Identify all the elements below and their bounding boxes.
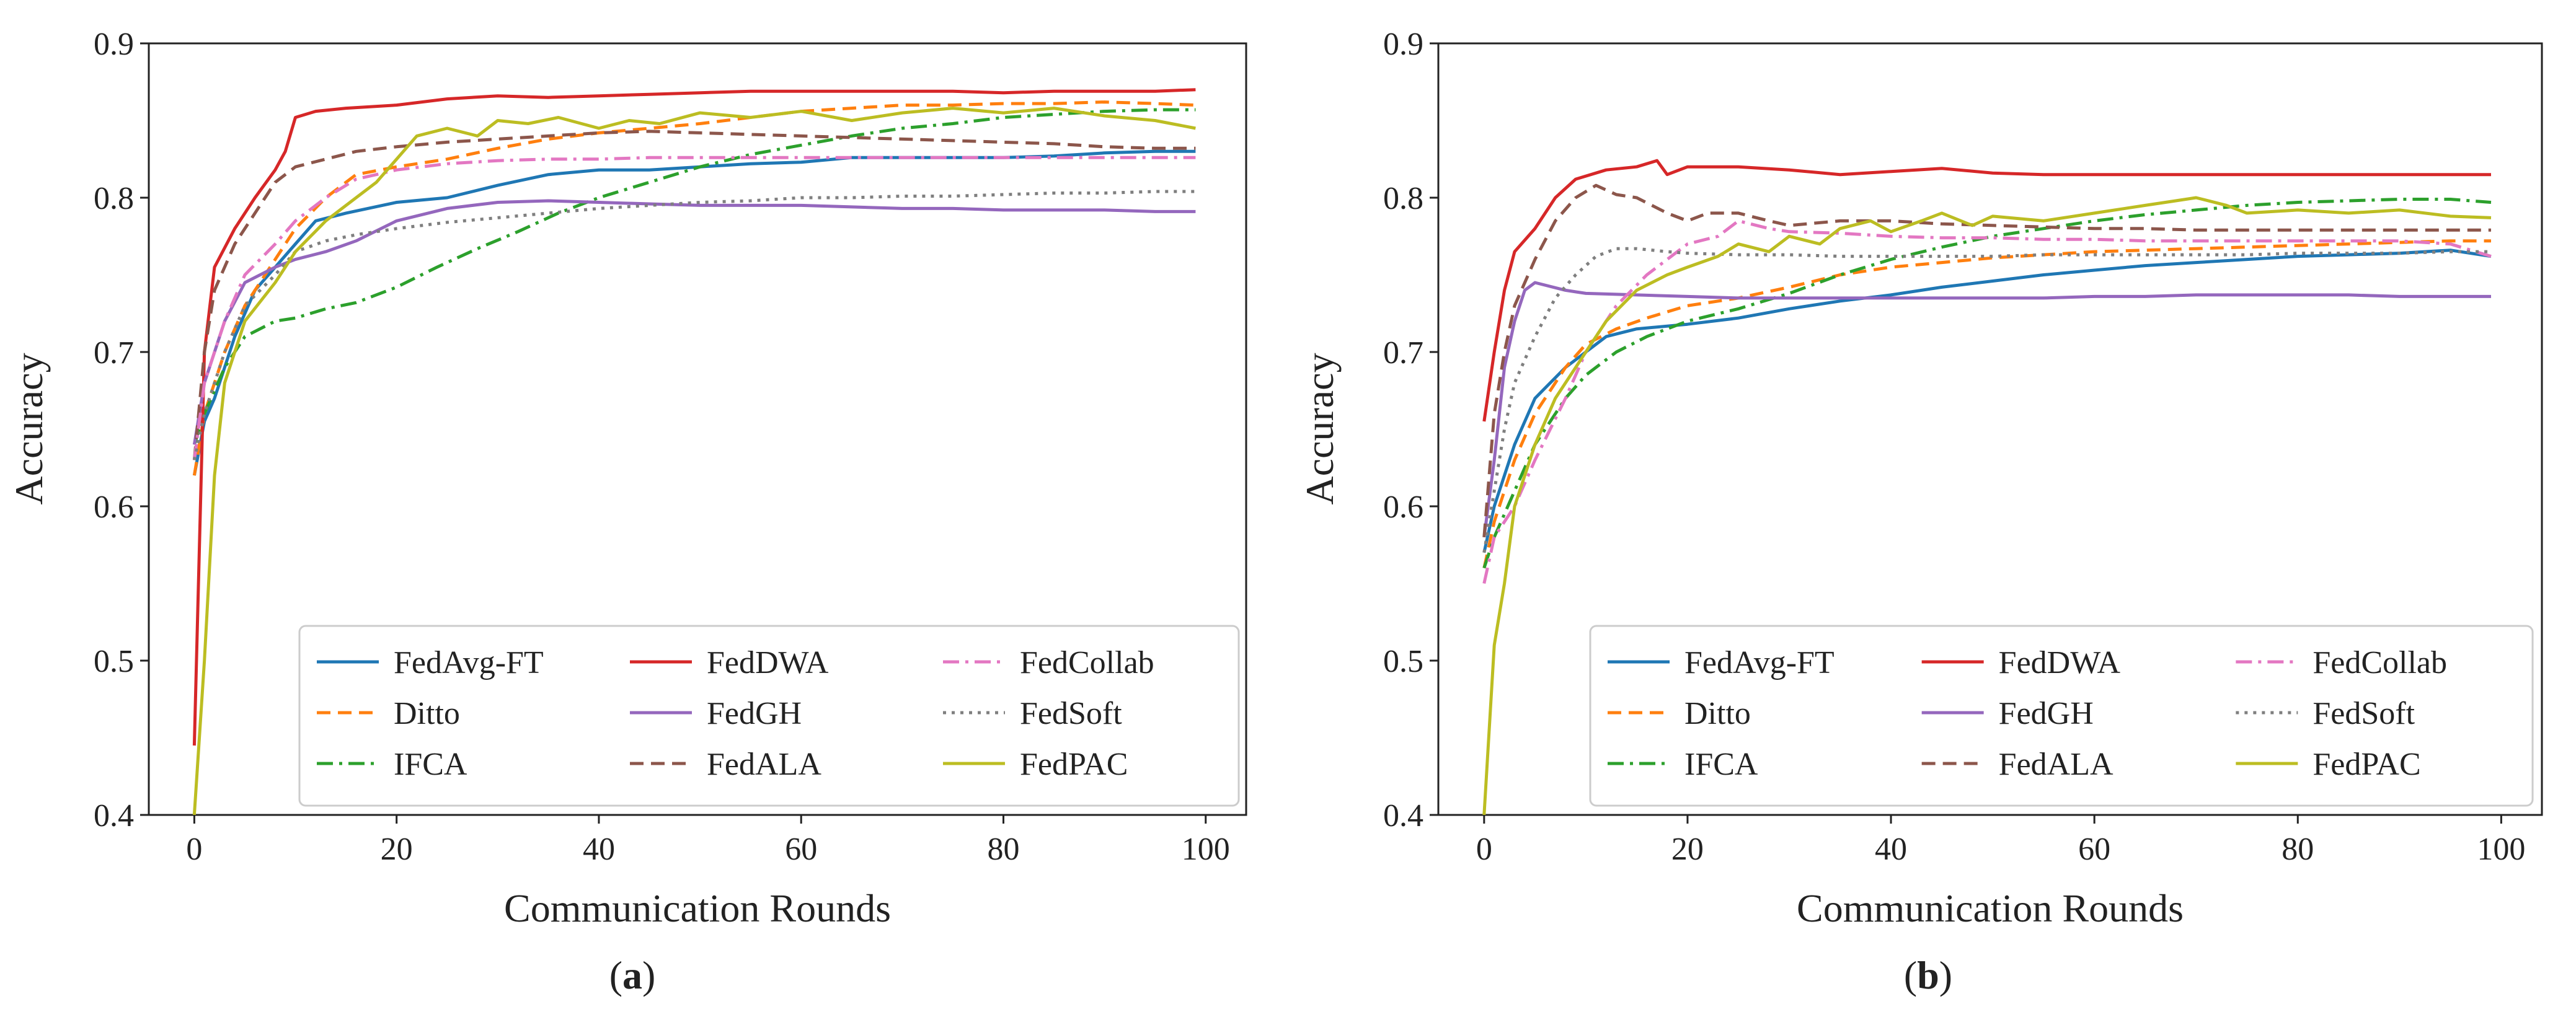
series-line-fedcollab — [1482, 219, 2492, 584]
series-line-fedgh — [192, 199, 1196, 445]
panel-label-a-open: ( — [609, 953, 622, 997]
legend-label: FedALA — [1999, 747, 2113, 782]
x-axis-label-a: Communication Rounds — [504, 886, 891, 930]
legend-frame — [1589, 625, 2534, 807]
legend-label: FedCollab — [2313, 645, 2447, 680]
series-line-feddwa — [192, 88, 1196, 746]
series-line-fedpac — [192, 107, 1196, 815]
panel-label-b-letter: b — [1917, 953, 1939, 997]
series-line-fedala — [1482, 183, 2491, 538]
y-tick-label: 0.7 — [1383, 335, 1423, 371]
x-tick-label: 20 — [381, 832, 413, 867]
series-line-ifca — [1482, 198, 2492, 569]
legend-label: FedSoft — [1020, 696, 1122, 731]
series-line-fedsoft — [1482, 247, 2491, 553]
panel-label-a: (a) — [609, 953, 656, 997]
y-tick-label: 0.4 — [94, 798, 134, 834]
y-tick-label: 0.7 — [94, 335, 134, 371]
x-axis-b: 0 20 40 60 80 100 — [1476, 815, 2525, 867]
x-tick-label: 40 — [1875, 832, 1907, 867]
x-tick-label: 0 — [1476, 832, 1492, 867]
x-tick-label: 20 — [1671, 832, 1704, 867]
legend-label: FedAvg-FT — [394, 645, 544, 680]
y-tick-label: 0.6 — [1383, 490, 1423, 525]
x-tick-label: 80 — [2282, 832, 2314, 867]
x-tick-label: 80 — [987, 832, 1019, 867]
legend-label: FedSoft — [2313, 696, 2415, 731]
legend-label: FedDWA — [1999, 645, 2121, 680]
series-line-feddwa — [1482, 159, 2491, 422]
legend-label: FedPAC — [2313, 747, 2420, 782]
legend-label: FedDWA — [707, 645, 829, 680]
series-line-fedpac — [1482, 196, 2492, 815]
x-tick-label: 100 — [2477, 832, 2525, 867]
y-tick-label: 0.5 — [1383, 644, 1423, 679]
x-axis-a: 0 20 40 60 80 100 — [186, 815, 1230, 867]
x-tick-label: 60 — [785, 832, 817, 867]
chart-panel-b: 0.4 0.5 0.6 0.7 0.8 0.9 0 20 40 60 80 100 Accuracy… — [1298, 27, 2543, 997]
panel-label-a-letter: a — [622, 953, 642, 997]
legend-label: Ditto — [1684, 696, 1751, 731]
series-lines-b — [1482, 159, 2492, 815]
x-axis-label-b: Communication Rounds — [1797, 886, 2184, 930]
series-line-ifca — [193, 108, 1196, 446]
y-axis-a: 0.4 0.5 0.6 0.7 0.8 0.9 — [94, 27, 149, 834]
x-tick-label: 40 — [583, 832, 615, 867]
legend-label: FedGH — [707, 696, 802, 731]
legend-label: FedALA — [707, 747, 821, 782]
y-tick-label: 0.8 — [94, 181, 134, 216]
y-tick-label: 0.6 — [94, 490, 134, 525]
series-line-ditto — [1482, 239, 2491, 569]
legend-label: IFCA — [1684, 747, 1758, 782]
panel-label-b: (b) — [1904, 953, 1952, 997]
legend-label: FedCollab — [1020, 645, 1154, 680]
y-axis-b: 0.4 0.5 0.6 0.7 0.8 0.9 — [1383, 27, 1438, 834]
legend-a: FedAvg-FT Ditto IFCA FedDWA FedGH FedALA FedCo… — [298, 625, 1240, 807]
y-tick-label: 0.4 — [1383, 798, 1423, 834]
y-tick-label: 0.9 — [1383, 27, 1423, 62]
legend-label: FedGH — [1999, 696, 2094, 731]
x-tick-label: 60 — [2078, 832, 2110, 867]
legend-label: FedAvg-FT — [1684, 645, 1835, 680]
y-axis-label-b: Accuracy — [1298, 353, 1342, 504]
panel-label-a-close: ) — [642, 953, 655, 997]
y-tick-label: 0.8 — [1383, 181, 1423, 216]
panel-label-b-close: ) — [1939, 953, 1952, 997]
panel-label-b-open: ( — [1904, 953, 1917, 997]
x-tick-label: 100 — [1182, 832, 1230, 867]
legend-b: FedAvg-FT Ditto IFCA FedDWA FedGH FedALA FedCo… — [1589, 625, 2534, 807]
y-tick-label: 0.9 — [94, 27, 134, 62]
y-tick-label: 0.5 — [94, 644, 134, 679]
series-line-ditto — [192, 100, 1196, 476]
legend-frame — [298, 625, 1240, 807]
y-axis-label-a: Accuracy — [7, 353, 51, 504]
series-line-fedgh — [1482, 281, 2491, 538]
series-lines-a — [192, 88, 1196, 815]
legend-label: Ditto — [394, 696, 460, 731]
legend-label: FedPAC — [1020, 747, 1128, 782]
chart-panel-a: 0.4 0.5 0.6 0.7 0.8 0.9 0 20 40 60 80 100 Accuracy… — [7, 27, 1247, 997]
legend-label: IFCA — [394, 747, 467, 782]
x-tick-label: 0 — [186, 832, 202, 867]
series-line-fedala — [192, 130, 1196, 460]
series-line-fedcollab — [192, 156, 1196, 460]
